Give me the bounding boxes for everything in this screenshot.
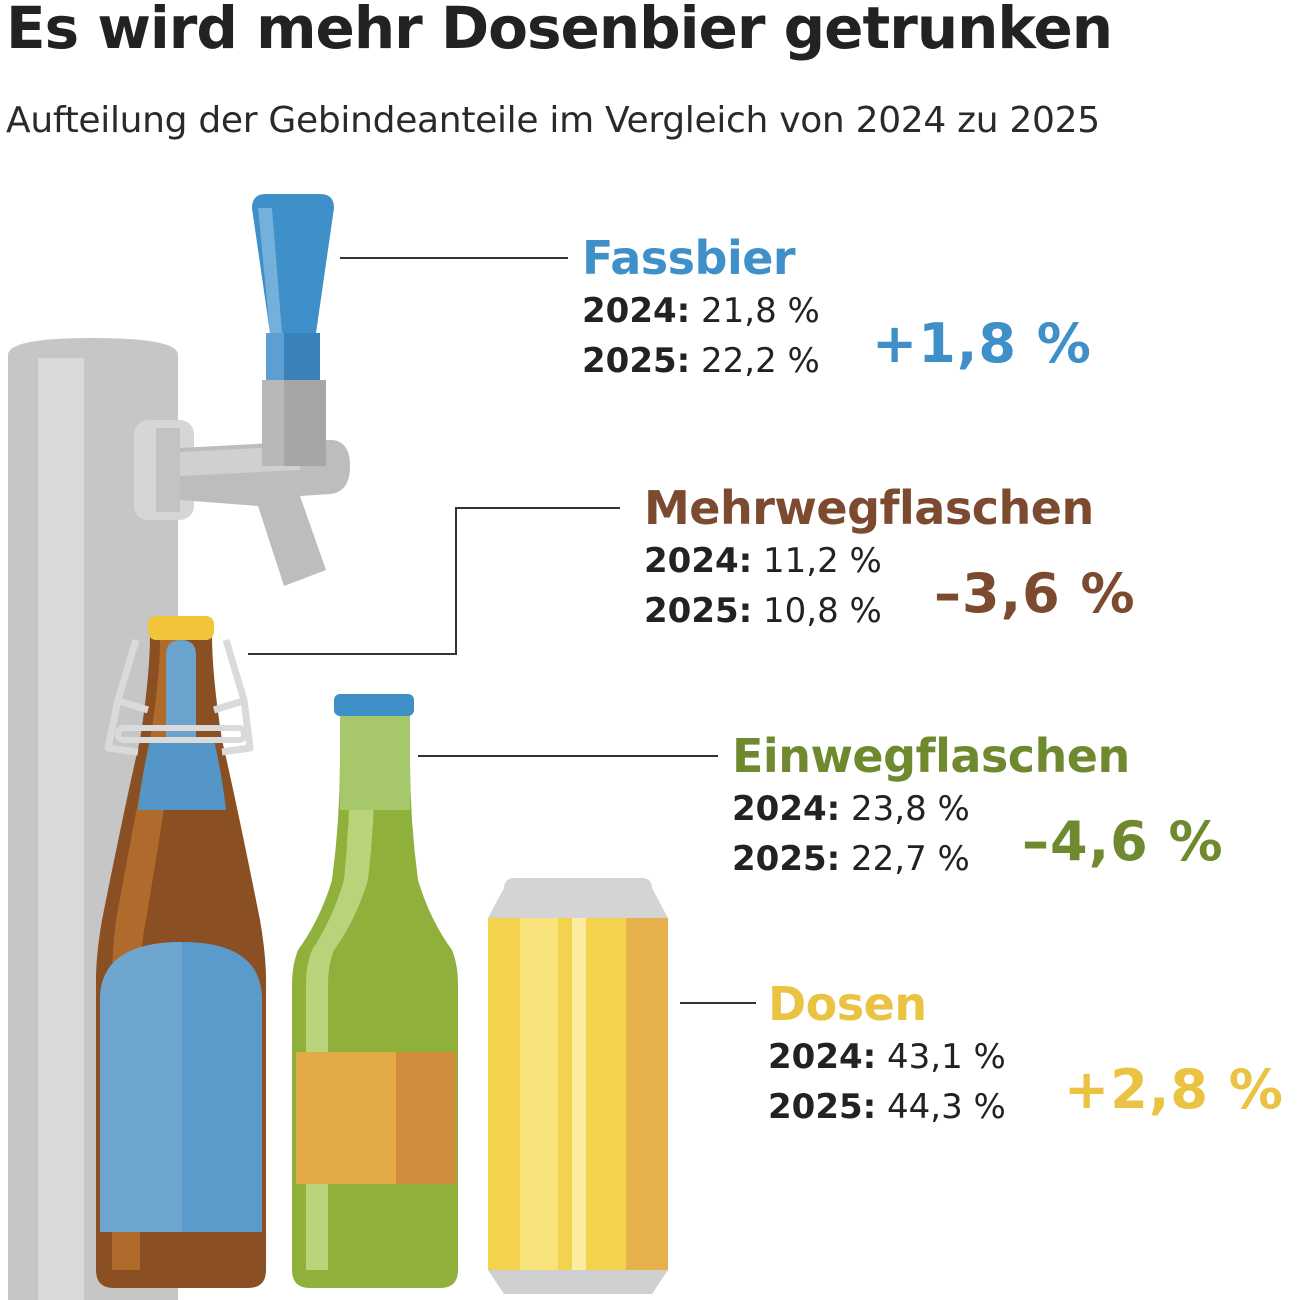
page-title: Es wird mehr Dosenbier getrunken — [6, 0, 1113, 62]
change-percent: –4,6 % — [1022, 810, 1224, 873]
value-2024: 43,1 % — [887, 1037, 1006, 1077]
year-label: 2025: — [582, 341, 691, 381]
beer-can-icon — [488, 878, 668, 1294]
year-label: 2025: — [644, 591, 753, 631]
category-name: Dosen — [768, 977, 927, 1031]
value-2024: 23,8 % — [851, 789, 970, 829]
year-label: 2024: — [644, 541, 753, 581]
category-name: Fassbier — [582, 231, 796, 285]
value-2025: 10,8 % — [763, 591, 882, 631]
change-percent: +1,8 % — [872, 312, 1092, 375]
value-2025: 44,3 % — [887, 1087, 1006, 1127]
category-fassbier: Fassbier 2024: 21,8 % 2025: 22,2 % +1,8 … — [582, 230, 1091, 386]
category-name: Einwegflaschen — [732, 729, 1130, 783]
year-label: 2024: — [582, 291, 691, 331]
year-label: 2024: — [768, 1037, 877, 1077]
value-2025: 22,7 % — [851, 839, 970, 879]
value-2024: 21,8 % — [701, 291, 820, 331]
category-einwegflaschen: Einwegflaschen 2024: 23,8 % 2025: 22,7 %… — [732, 728, 1223, 884]
connector-lines — [248, 257, 756, 1004]
year-label: 2024: — [732, 789, 841, 829]
year-label: 2025: — [732, 839, 841, 879]
value-row-2025: 2025: 10,8 % — [644, 586, 1094, 636]
value-2024: 11,2 % — [763, 541, 882, 581]
change-percent: +2,8 % — [1064, 1058, 1284, 1121]
value-row-2024: 2024: 21,8 % — [582, 286, 820, 336]
page-subtitle: Aufteilung der Gebindeanteile im Verglei… — [6, 100, 1100, 141]
value-2025: 22,2 % — [701, 341, 820, 381]
category-dosen: Dosen 2024: 43,1 % 2025: 44,3 % +2,8 % — [768, 976, 1283, 1132]
category-mehrwegflaschen: Mehrwegflaschen 2024: 11,2 % 2025: 10,8 … — [644, 480, 1135, 636]
value-row-2025: 2025: 22,2 % — [582, 336, 820, 386]
value-row-2025: 2025: 22,7 % — [732, 834, 1130, 884]
beer-tap-icon — [134, 194, 350, 586]
year-label: 2025: — [768, 1087, 877, 1127]
green-bottle-icon — [292, 694, 458, 1288]
swing-top-bottle-icon — [96, 616, 266, 1288]
value-row-2024: 2024: 23,8 % — [732, 784, 1130, 834]
value-row-2024: 2024: 11,2 % — [644, 536, 1094, 586]
category-name: Mehrwegflaschen — [644, 481, 1094, 535]
value-row-2025: 2025: 44,3 % — [768, 1082, 1006, 1132]
value-row-2024: 2024: 43,1 % — [768, 1032, 1006, 1082]
change-percent: –3,6 % — [934, 562, 1136, 625]
